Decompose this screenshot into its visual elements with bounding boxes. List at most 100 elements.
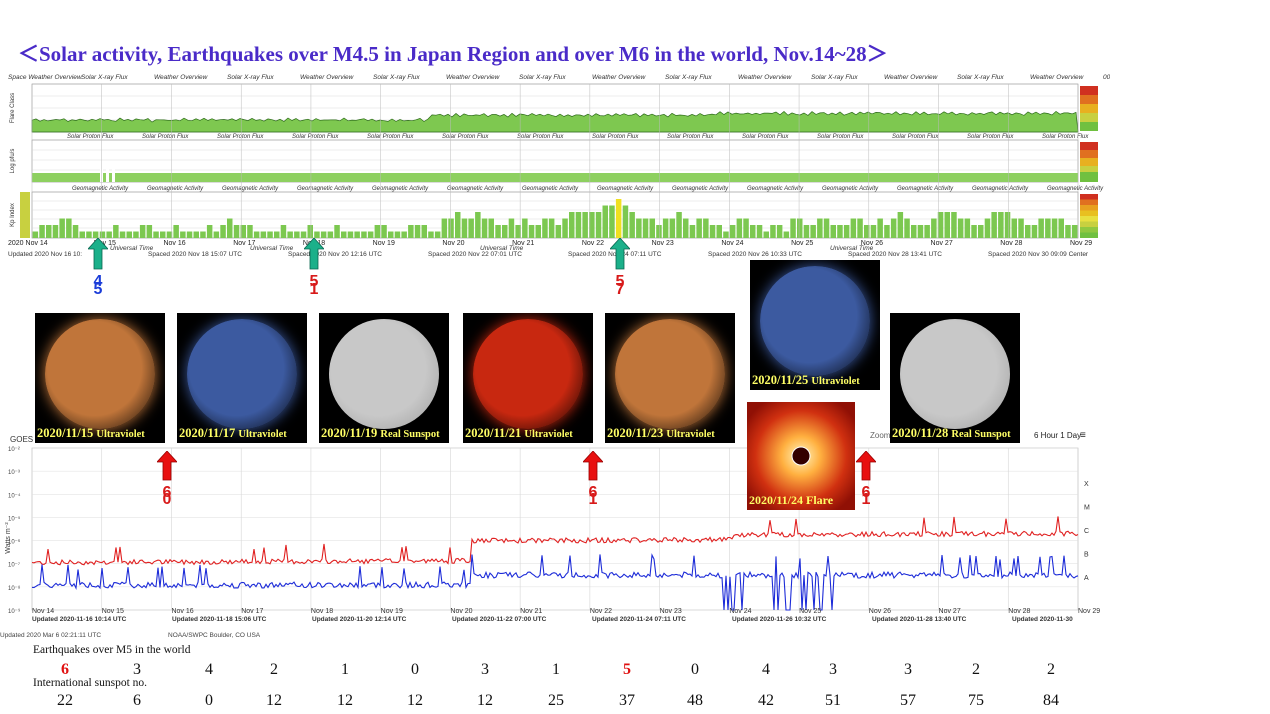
kp-bar (522, 219, 528, 239)
eq-magnitude-digit: 5 (88, 283, 108, 297)
eq-arrow: 45 (88, 238, 108, 308)
goes-footer: Updated 2020-11-20 12:14 UTC (312, 616, 407, 623)
scale-block (1080, 205, 1098, 211)
proton-label: Solar Proton Flux (67, 134, 114, 140)
kp-bar (80, 232, 86, 239)
goes-ytick: 10⁻⁹ (8, 608, 21, 615)
kp-bar (133, 232, 139, 239)
eq-count-cell: 3 (888, 661, 928, 679)
eq-count-cell: 5 (607, 661, 647, 679)
kp-bar (730, 225, 736, 238)
kp-bar (1059, 219, 1065, 239)
kp-bar (696, 219, 702, 239)
goes-date-tick: Nov 22 (590, 608, 612, 615)
sun-kind: Ultraviolet (811, 376, 859, 387)
zoom-options[interactable]: 6 Hour 1 Day (1034, 431, 1081, 440)
goes-credit: NOAA/SWPC Boulder, CO USA (168, 632, 261, 639)
goes-date-tick: Nov 15 (102, 608, 124, 615)
kp-bar (884, 225, 890, 238)
goes-date-tick: Nov 19 (381, 608, 403, 615)
goes-updated: Updated 2020 Mar 6 02:21:11 UTC (0, 632, 101, 639)
eq-count-cell: 4 (746, 661, 786, 679)
kp-bar (710, 225, 716, 238)
overview-label: Weather Overview (1030, 74, 1085, 81)
kp-bar (428, 232, 434, 239)
scale-block (1080, 227, 1098, 233)
kp-bar (764, 232, 770, 239)
kp-bar (536, 225, 542, 238)
eq-row: 6 3 4 2 1 0 3 1 5 0 4 3 3 2 2 (0, 661, 1100, 681)
goes-label: GOES (10, 435, 33, 444)
kp-bar (898, 212, 904, 238)
kp-bar (737, 219, 743, 239)
sunspot-cell: 12 (325, 692, 365, 710)
kp-bar (160, 232, 166, 239)
swpc-footer: Spaced 2020 Nov 20 12:16 UTC (288, 251, 382, 258)
menu-icon[interactable]: ≡ (1080, 430, 1086, 441)
kp-bar (582, 212, 588, 238)
kp-bar (1032, 225, 1038, 238)
proton-gap (106, 169, 109, 182)
scale-block (1080, 113, 1098, 122)
goes-date-tick: Nov 28 (1008, 608, 1030, 615)
sun-caption: 2020/11/25 Ultraviolet (752, 373, 860, 388)
kp-bar (509, 219, 515, 239)
sunspot-cell: 12 (254, 692, 294, 710)
goes-ytick: 10⁻⁸ (8, 585, 21, 592)
swpc-date-tick: 2020 Nov 14 (8, 240, 48, 247)
sunspot-cell: 37 (607, 692, 647, 710)
kp-bar (395, 232, 401, 239)
sun-image: 2020/11/21 Ultraviolet (463, 313, 593, 443)
kp-bar (784, 232, 790, 239)
kp-bar (945, 212, 951, 238)
eq-count-cell: 2 (1031, 661, 1071, 679)
goes-footer: Updated 2020-11-26 10:32 UTC (732, 616, 827, 623)
goes-ytick: 10⁻³ (8, 470, 20, 476)
scale-block (1080, 233, 1098, 239)
up-arrow-icon (304, 238, 324, 270)
goes-footer: Updated 2020-11-24 07:11 UTC (592, 616, 686, 623)
kp-bar (777, 225, 783, 238)
sunspot-cell: 22 (45, 692, 85, 710)
kp-bar (495, 225, 501, 238)
goes-date-tick: Nov 16 (171, 608, 193, 615)
kp-bar (804, 225, 810, 238)
kp-bar (475, 212, 481, 238)
world-eq-magnitude-digit: 0 (157, 493, 177, 507)
goes-date-tick: Nov 21 (520, 608, 542, 615)
sunspot-cell: 57 (888, 692, 928, 710)
kp-bar (717, 225, 723, 238)
geo-label: Geomagnetic Activity (72, 186, 129, 192)
swpc-date-tick: Nov 25 (791, 240, 813, 247)
sun-image: 2020/11/19 Real Sunspot (319, 313, 449, 443)
proton-label: Solar Proton Flux (592, 134, 639, 140)
kp-bar (127, 232, 133, 239)
kp-bar (415, 225, 421, 238)
proton-label: Solar Proton Flux (892, 134, 939, 140)
geo-label: Geomagnetic Activity (672, 186, 729, 192)
goes-footer: Updated 2020-11-30 (1012, 616, 1073, 623)
geo-label: Geomagnetic Activity (597, 186, 654, 192)
kp-bar (1052, 219, 1058, 239)
sun-date: 2020/11/25 (752, 373, 808, 387)
swpc-overview-chart: Space Weather Overview Solar X-ray Flux We… (0, 70, 1110, 260)
goes-footer: Updated 2020-11-16 10:14 UTC (32, 616, 127, 623)
goes-date-tick: Nov 17 (241, 608, 263, 615)
kp-bar (328, 232, 334, 239)
overview-label: Solar X-ray Flux (81, 74, 128, 81)
geo-label: Geomagnetic Activity (747, 186, 804, 192)
world-eq-magnitude-digit: 1 (583, 493, 603, 507)
kp-bar (194, 232, 200, 239)
sunspot-row-label: International sunspot no. (33, 677, 147, 689)
kp-bar (308, 225, 314, 238)
kp-bar (797, 219, 803, 239)
flare-class-label: B (1084, 552, 1089, 559)
kp-bar (918, 225, 924, 238)
scale-block (1080, 122, 1098, 131)
kp-bar (261, 232, 267, 239)
kp-bar (676, 212, 682, 238)
scale-block (1080, 142, 1098, 150)
kp-bar (120, 232, 126, 239)
kp-bar (1018, 219, 1024, 239)
kp-bar (650, 219, 656, 239)
